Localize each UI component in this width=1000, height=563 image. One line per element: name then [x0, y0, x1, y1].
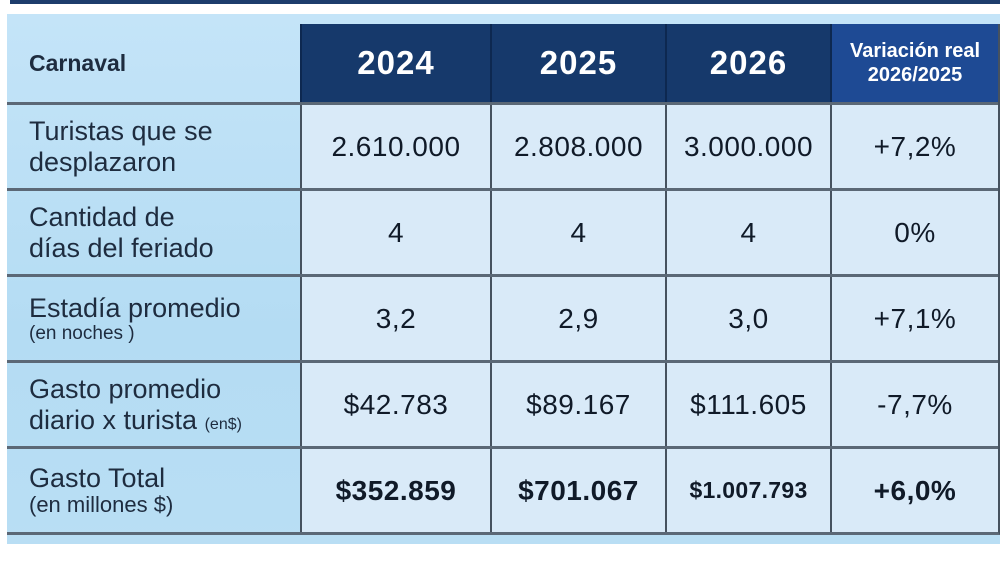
value-gasto-total-2025: $701.067: [490, 449, 665, 532]
row-label-small: (en$): [204, 415, 242, 433]
table-row-turistas: Turistas que se desplazaron 2.610.000 2.…: [7, 102, 998, 188]
carnaval-table: Carnaval 2024 2025 2026 Variación real 2…: [7, 24, 1000, 535]
value-gasto-promedio-variation: -7,7%: [830, 363, 998, 446]
row-label-line2: diario x turista (en$): [29, 405, 242, 435]
row-label-line1: Gasto Total: [29, 463, 166, 494]
row-label-small: (en millones $): [29, 492, 174, 518]
value-turistas-variation: +7,2%: [830, 105, 998, 188]
table-row-dias: Cantidad de días del feriado 4 4 4 0%: [7, 188, 998, 274]
value-estadia-variation: +7,1%: [830, 277, 998, 360]
value-gasto-promedio-2026: $111.605: [665, 363, 830, 446]
row-label-line2: días del feriado: [29, 232, 214, 263]
row-label-line1: Cantidad de: [29, 202, 175, 233]
table-row-estadia: Estadía promedio (en noches ) 3,2 2,9 3,…: [7, 274, 998, 360]
row-label-estadia: Estadía promedio (en noches ): [7, 277, 300, 360]
value-dias-2024: 4: [300, 191, 490, 274]
value-estadia-2024: 3,2: [300, 277, 490, 360]
table-title: Carnaval: [7, 24, 300, 102]
table-title-label: Carnaval: [29, 49, 127, 76]
column-header-variation: Variación real 2026/2025: [830, 24, 998, 102]
column-header-2024: 2024: [300, 24, 490, 102]
row-label-line2-text: diario x turista: [29, 404, 198, 435]
value-turistas-2024: 2.610.000: [300, 105, 490, 188]
variation-header-line2: 2026/2025: [867, 64, 963, 86]
value-estadia-2026: 3,0: [665, 277, 830, 360]
row-label-turistas: Turistas que se desplazaron: [7, 105, 300, 188]
row-label-line1: Turistas que se: [29, 116, 213, 147]
row-label-small: (en noches ): [29, 322, 135, 344]
value-dias-2026: 4: [665, 191, 830, 274]
row-label-line2: desplazaron: [29, 146, 177, 177]
carnaval-table-panel: Carnaval 2024 2025 2026 Variación real 2…: [7, 14, 1000, 544]
row-label-line1: Gasto promedio: [29, 374, 222, 405]
value-dias-2025: 4: [490, 191, 665, 274]
top-divider-rule: [10, 0, 1000, 4]
row-label-dias: Cantidad de días del feriado: [7, 191, 300, 274]
value-gasto-total-2026: $1.007.793: [665, 449, 830, 532]
row-label-gasto-total: Gasto Total (en millones $): [7, 449, 300, 532]
row-label-line1: Estadía promedio: [29, 292, 241, 323]
value-gasto-promedio-2024: $42.783: [300, 363, 490, 446]
value-gasto-total-2024: $352.859: [300, 449, 490, 532]
table-row-gasto-promedio: Gasto promedio diario x turista (en$) $4…: [7, 360, 998, 446]
column-header-2025: 2025: [490, 24, 665, 102]
table-header-row: Carnaval 2024 2025 2026 Variación real 2…: [7, 24, 998, 102]
value-gasto-promedio-2025: $89.167: [490, 363, 665, 446]
variation-header-line1: Variación real: [849, 40, 981, 62]
value-dias-variation: 0%: [830, 191, 998, 274]
value-turistas-2025: 2.808.000: [490, 105, 665, 188]
row-label-gasto-promedio: Gasto promedio diario x turista (en$): [7, 363, 300, 446]
column-header-2026: 2026: [665, 24, 830, 102]
value-estadia-2025: 2,9: [490, 277, 665, 360]
value-gasto-total-variation: +6,0%: [830, 449, 998, 532]
table-row-gasto-total: Gasto Total (en millones $) $352.859 $70…: [7, 446, 998, 532]
value-turistas-2026: 3.000.000: [665, 105, 830, 188]
